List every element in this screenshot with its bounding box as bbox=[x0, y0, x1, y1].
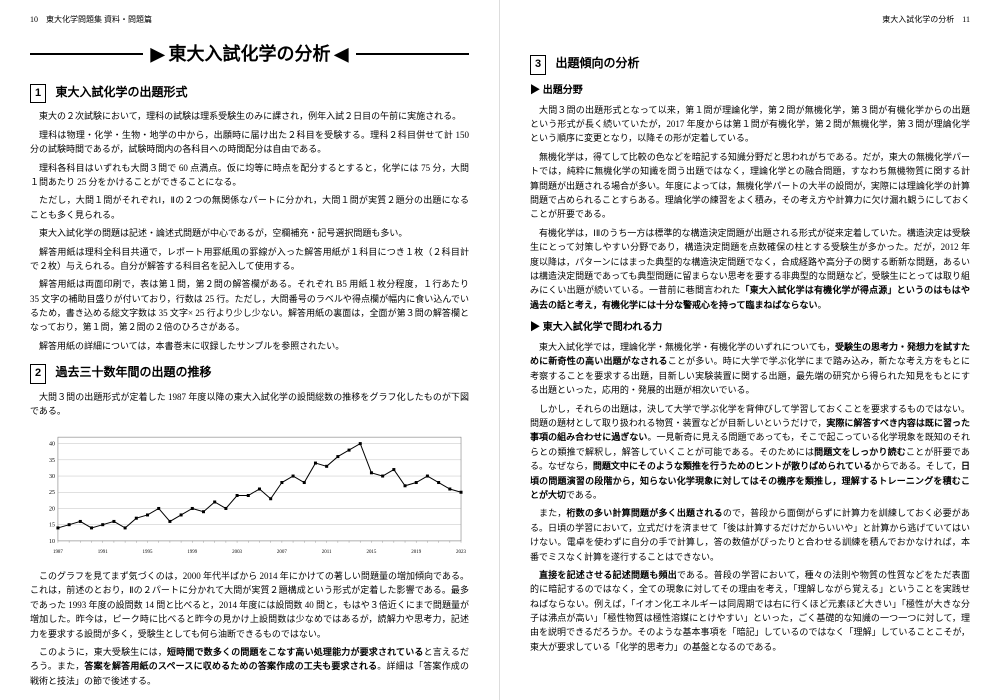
s3-p6a: また， bbox=[539, 508, 566, 518]
s3-p2: 無機化学は，得てして比較の色などを暗記する知識分野だと思われがちである。だが，東… bbox=[530, 150, 970, 222]
s1-p4: ただし，大問１問がそれぞれⅠ，Ⅱの２つの無関係なパートに分かれ，大問１問が実質２… bbox=[30, 193, 469, 222]
svg-text:2023: 2023 bbox=[456, 549, 466, 554]
s3-p5g: からである。そして， bbox=[872, 461, 961, 471]
s1-p5: 東大入試化学の問題は記述・論述式問題が中心であるが，空欄補充・記号選択問題も多い… bbox=[30, 226, 469, 240]
svg-text:1991: 1991 bbox=[98, 549, 108, 554]
main-title-row: ▶ 東大入試化学の分析 ◀ bbox=[30, 40, 469, 69]
svg-text:25: 25 bbox=[49, 490, 55, 496]
left-header-text: 東大化学問題集 資料・問題篇 bbox=[46, 15, 152, 24]
triangle-left-icon: ◀ bbox=[335, 40, 349, 69]
s3-p3c: 。 bbox=[818, 300, 827, 310]
svg-text:2003: 2003 bbox=[232, 549, 242, 554]
s3-p4a: 東大入試化学では，理論化学・無機化学・有機化学のいずれについても， bbox=[539, 342, 835, 352]
s3-p4: 東大入試化学では，理論化学・無機化学・有機化学のいずれについても，受験生の思考力… bbox=[530, 340, 970, 398]
s3-p1: 大問３問の出題形式となって以来，第１問が理論化学，第２問が無機化学，第３問が有機… bbox=[530, 103, 970, 146]
s3-p7a: 直接を記述させる記述問題も頻出 bbox=[539, 570, 677, 580]
s3-p5f: 問題文中にそのような類推を行うためのヒントが散りばめられている bbox=[593, 461, 872, 471]
s2-p3a: このように，東大受験生には， bbox=[39, 647, 167, 657]
section1-heading: 1 東大入試化学の出題形式 bbox=[30, 83, 469, 104]
s2-p2: このグラフを見てまず気づくのは，2000 年代半ばから 2014 年にかけての著… bbox=[30, 569, 469, 641]
sub1: ▶ 出題分野 bbox=[530, 83, 970, 99]
section2-num: 2 bbox=[30, 364, 46, 384]
s3-p6: また，桁数の多い計算問題が多く出題されるので，普段から面倒がらずに計算力を訓練し… bbox=[530, 506, 970, 564]
svg-text:1995: 1995 bbox=[143, 549, 153, 554]
s3-p5: しかし，それらの出題は，決して大学で学ぶ化学を背伸びして学習しておくことを要求す… bbox=[530, 402, 970, 503]
sub2: ▶ 東大入試化学で問われる力 bbox=[530, 320, 970, 336]
s1-p1: 東大の２次試験において，理科の試験は理系受験生のみに課され，例年入試２日目の午前… bbox=[30, 109, 469, 123]
s2-p3b: 短時間で数多くの問題をこなす高い処理能力が要求されている bbox=[167, 647, 424, 657]
svg-text:40: 40 bbox=[49, 441, 55, 447]
right-header: 東大入試化学の分析 11 bbox=[882, 14, 970, 27]
question-count-chart: 10 15 20 25 30 35 40 1987 1991 1995 1999 2003 2007 20… bbox=[30, 429, 469, 559]
s2-p3d: 答案を解答用紙のスペースに収めるための答案作成の工夫も要求される bbox=[84, 661, 377, 671]
section1-title: 東大入試化学の出題形式 bbox=[55, 85, 187, 99]
svg-text:10: 10 bbox=[49, 539, 55, 545]
s1-p7: 解答用紙は両面印刷で，表は第１問，第２問の解答欄がある。それぞれ B5 用紙１枚… bbox=[30, 277, 469, 335]
s1-p8: 解答用紙の詳細については，本書巻末に収録したサンプルを参照されたい。 bbox=[30, 339, 469, 353]
section2-title: 過去三十数年間の出題の推移 bbox=[55, 365, 211, 379]
left-page-number: 10 bbox=[30, 15, 38, 24]
s3-p7b: である。普段の学習において，種々の法則や物質の性質などをただ表面的に暗記するので… bbox=[530, 570, 970, 652]
title-bar-left bbox=[30, 53, 143, 55]
s2-p3: このように，東大受験生には，短時間で数多くの問題をこなす高い処理能力が要求されて… bbox=[30, 645, 469, 688]
right-header-text: 東大入試化学の分析 bbox=[882, 15, 954, 24]
section3-num: 3 bbox=[530, 55, 546, 75]
svg-text:20: 20 bbox=[49, 506, 55, 512]
svg-text:2007: 2007 bbox=[277, 549, 287, 554]
svg-text:1987: 1987 bbox=[53, 549, 63, 554]
svg-text:2019: 2019 bbox=[411, 549, 421, 554]
s2-p1: 大問３問の出題形式が定着した 1987 年度以降の東大入試化学の設問総数の推移を… bbox=[30, 390, 469, 419]
s1-p3: 理科各科目はいずれも大問３問で 60 点満点。仮に均等に時点を配分するとすると，… bbox=[30, 161, 469, 190]
s3-p5i: である。 bbox=[566, 490, 602, 500]
section3-heading: 3 出題傾向の分析 bbox=[530, 54, 970, 75]
svg-text:15: 15 bbox=[49, 522, 55, 528]
s3-p6b: 桁数の多い計算問題が多く出題される bbox=[566, 508, 722, 518]
svg-text:30: 30 bbox=[49, 474, 55, 480]
section3-title: 出題傾向の分析 bbox=[555, 56, 639, 70]
svg-text:35: 35 bbox=[49, 457, 55, 463]
section1-num: 1 bbox=[30, 84, 46, 104]
title-bar-right bbox=[356, 53, 469, 55]
svg-text:1999: 1999 bbox=[187, 549, 197, 554]
s3-p7: 直接を記述させる記述問題も頻出である。普段の学習において，種々の法則や物質の性質… bbox=[530, 568, 970, 654]
s1-p2: 理科は物理・化学・生物・地学の中から，出願時に届け出た２科目を受験する。理科２科… bbox=[30, 128, 469, 157]
section2-heading: 2 過去三十数年間の出題の推移 bbox=[30, 363, 469, 384]
triangle-right-icon: ▶ bbox=[151, 40, 165, 69]
main-title: 東大入試化学の分析 bbox=[169, 40, 331, 69]
right-page: 東大入試化学の分析 11 3 出題傾向の分析 ▶ 出題分野 大問３問の出題形式と… bbox=[500, 0, 1000, 700]
left-page: 10 東大化学問題集 資料・問題篇 ▶ 東大入試化学の分析 ◀ 1 東大入試化学… bbox=[0, 0, 500, 700]
left-header: 10 東大化学問題集 資料・問題篇 bbox=[30, 14, 152, 27]
s3-p3: 有機化学は，ⅠⅡのうち一方は標準的な構造決定問題が出題される形式が従来定着してい… bbox=[530, 226, 970, 312]
s1-p6: 解答用紙は理科全科目共通で，レポート用罫紙風の罫線が入った解答用紙が１科目につき… bbox=[30, 245, 469, 274]
svg-text:2015: 2015 bbox=[366, 549, 376, 554]
svg-text:2011: 2011 bbox=[322, 549, 332, 554]
right-page-number: 11 bbox=[962, 15, 970, 24]
s3-p5d: 問題文をしっかり読む bbox=[814, 447, 906, 457]
